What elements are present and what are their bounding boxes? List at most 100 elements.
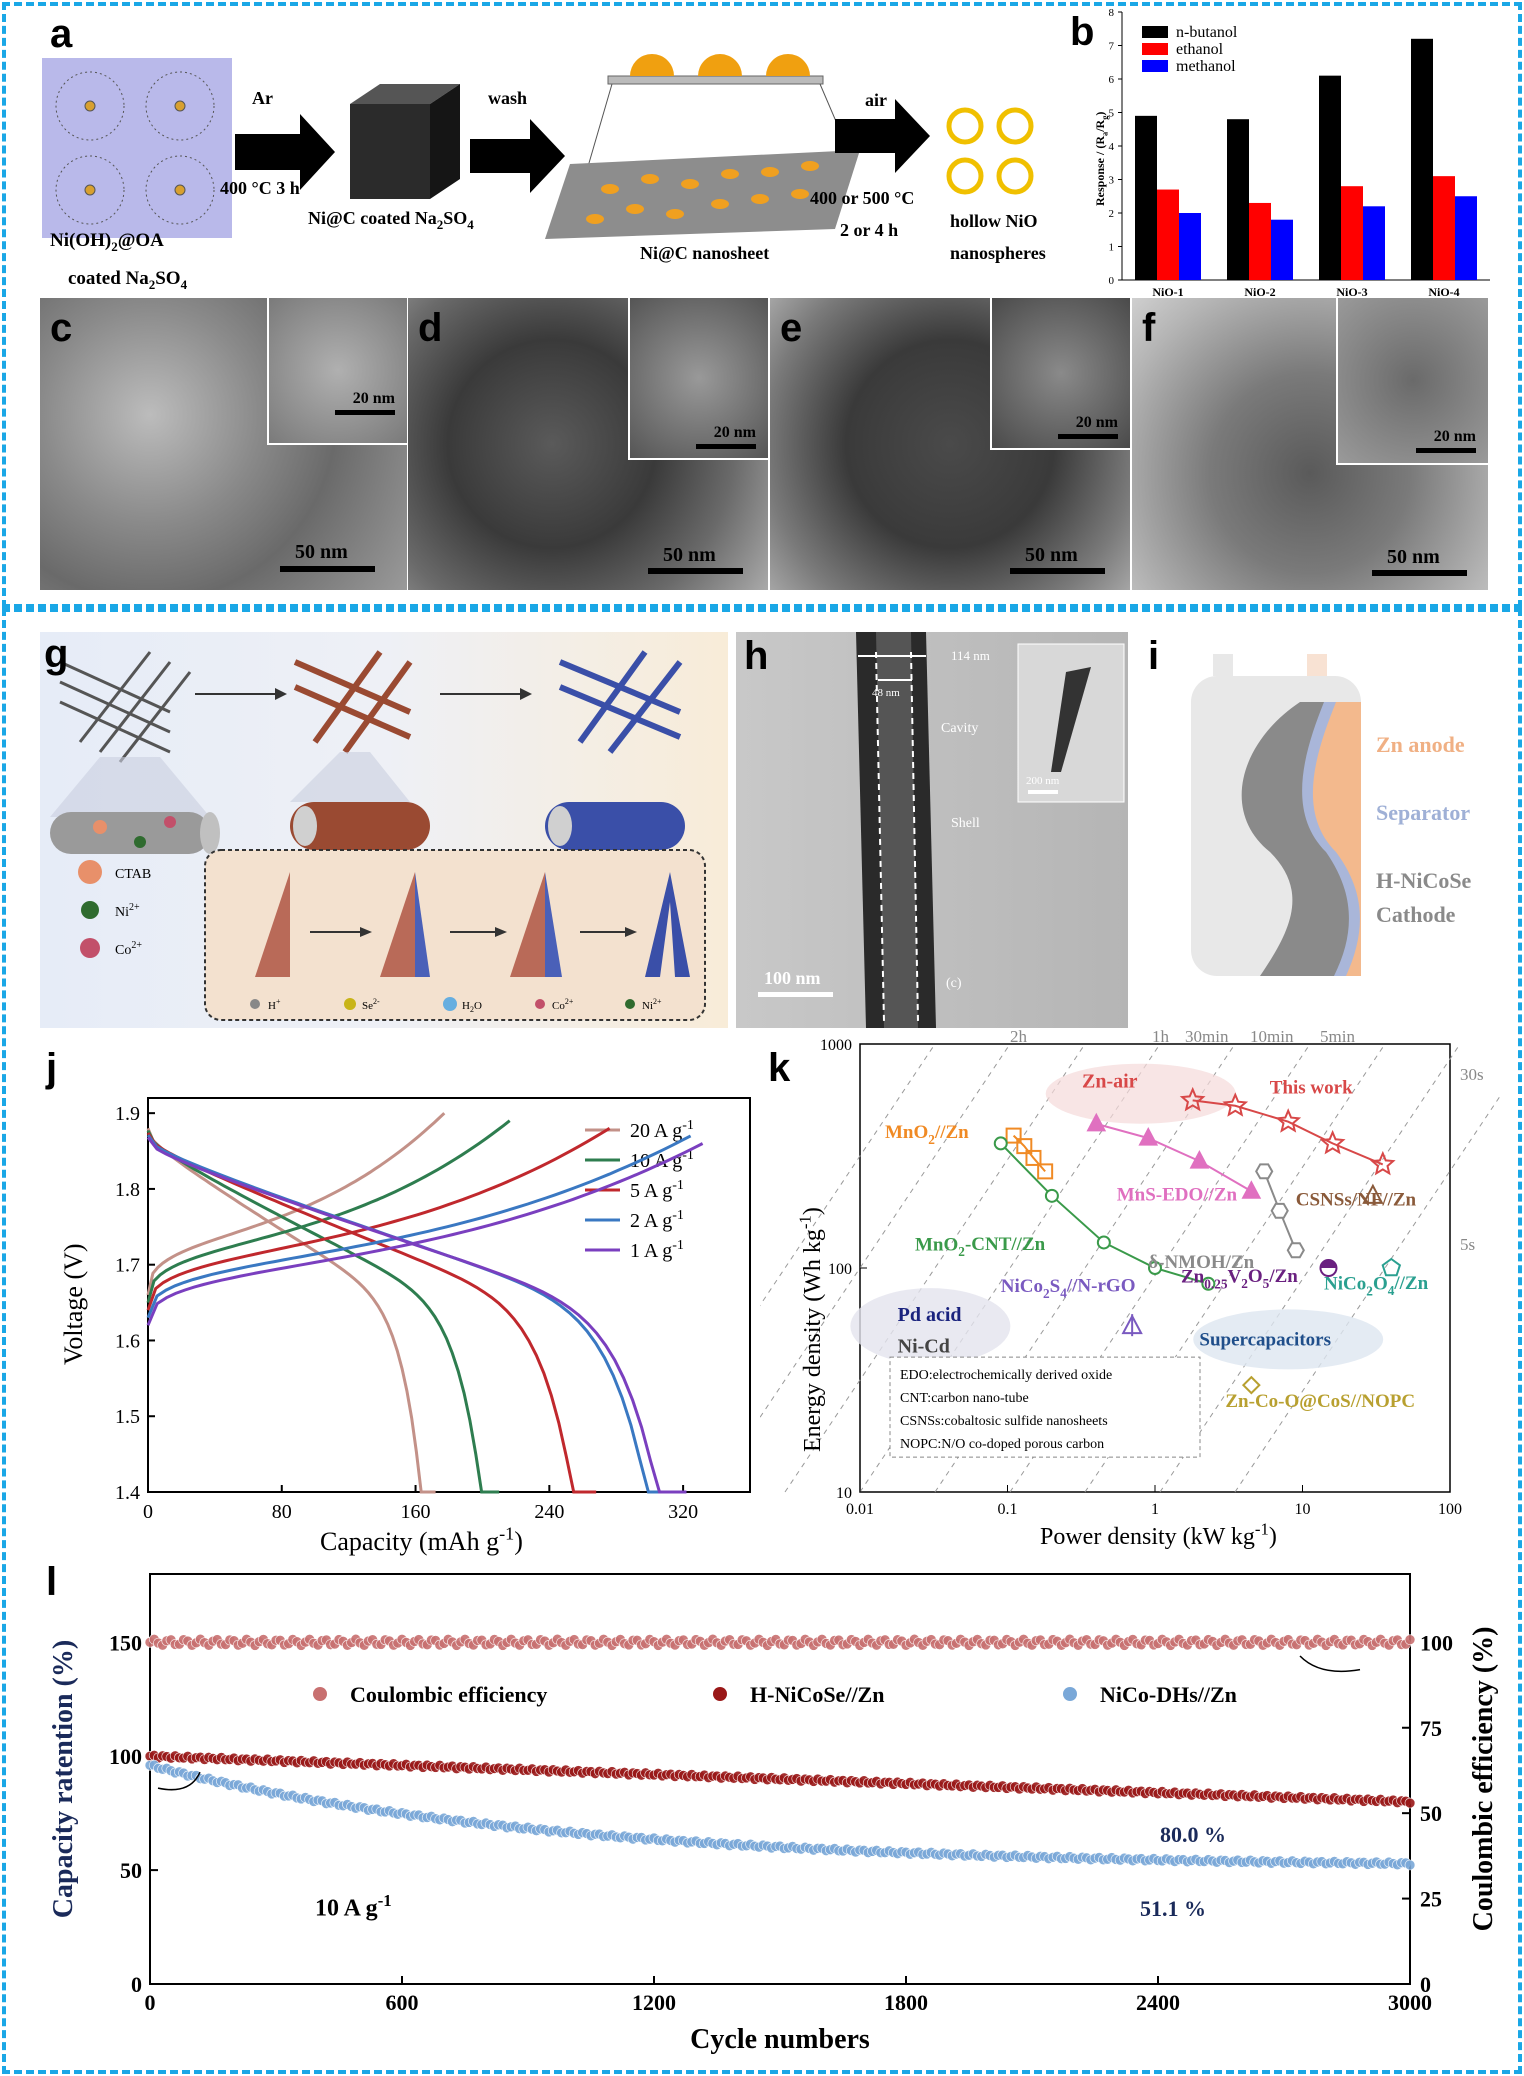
k-ytick-label: 1000 [820, 1037, 852, 1054]
b-ytick-label: 5 [1109, 108, 1115, 120]
l-ytick-left-label: 0 [131, 1972, 142, 1997]
j-ytick-label: 1.9 [115, 1103, 140, 1125]
cone-2 [380, 872, 415, 977]
l-xtick-label: 2400 [1136, 1990, 1180, 2015]
k-time-label: 2h [1010, 1030, 1028, 1046]
mesh-3 [558, 650, 683, 754]
l-ytick-left-label: 150 [109, 1630, 142, 1655]
micelle-icons [55, 71, 215, 225]
layer-cathode [1241, 702, 1349, 976]
l-legend-label: Coulombic efficiency [350, 1682, 547, 1707]
arrow3-bottom1: 400 or 500 °C [810, 188, 914, 208]
chart-j: 0 80 160 240 320 1.4 1.5 1.6 1.7 1.8 1.9 Capacity (… [59, 1097, 751, 1556]
legend-ctab-dot [78, 860, 102, 884]
j-xlabel: Capacity (mAh g-1) [320, 1524, 523, 1556]
legend-ni-dot [81, 901, 99, 919]
mesh-1 [59, 651, 192, 763]
arrow1-bottom: 400 °C 3 h [220, 178, 300, 198]
legend-ni: Ni2+ [115, 902, 140, 920]
b-xtick-label: NiO-4 [1428, 285, 1459, 299]
nanosheet [545, 150, 860, 239]
chart-l: 0 600 1200 1800 2400 30000501001500255075100C… [48, 1573, 1499, 2055]
k-region-znair [1045, 1063, 1236, 1124]
inset-scale-text-e: 20 nm [1075, 414, 1118, 431]
label-b: b [1070, 10, 1095, 54]
m-arrowhead-1 [360, 927, 372, 937]
panel-a: Ni(OH)2@OA coated Na2SO4 Ar 400 °C 3 h N… [30, 14, 1090, 294]
k-series-label: MnS-EDO//Zn [1117, 1185, 1238, 1206]
fiber-2-end [293, 806, 317, 846]
label-a: a [50, 14, 73, 56]
k-point [1241, 1375, 1261, 1395]
b-bar [1179, 213, 1201, 280]
j-legend-label: 10 A g-1 [630, 1148, 694, 1172]
l-ytick-right-label: 100 [1420, 1630, 1453, 1655]
k-point [1096, 1235, 1111, 1250]
l-legend-label: H-NiCoSe//Zn [750, 1682, 884, 1707]
l-ytick-left-label: 100 [109, 1744, 142, 1769]
l-legend-dot [713, 1687, 727, 1701]
k-xlabel: Power density (kW kg-1) [1040, 1519, 1277, 1550]
k-ytick-label: 10 [836, 1485, 852, 1502]
ion-ni: Ni2+ [642, 997, 662, 1012]
l-legend-label: NiCo-DHs//Zn [1100, 1682, 1237, 1707]
l-ylabel-left: Capacity ratention (%) [48, 1640, 79, 1918]
l-ytick-right-label: 0 [1420, 1972, 1431, 1997]
l-arrow-left [157, 1771, 201, 1791]
l-xtick-label: 0 [145, 1990, 156, 2015]
b-ytick-label: 3 [1109, 175, 1115, 187]
marker-text: (c) [946, 976, 962, 991]
b-bar [1271, 219, 1293, 280]
label-c: c [50, 306, 73, 350]
cavity-text: Cavity [941, 721, 978, 736]
j-charge-curve [146, 1127, 611, 1311]
l-arrow-right [1299, 1655, 1361, 1673]
fiber-dot-1 [93, 820, 107, 834]
inset-c [267, 298, 407, 445]
label-k: k [768, 1046, 791, 1090]
b-legend-label: n-butanol [1176, 24, 1238, 41]
k-time-label: 5s [1460, 1235, 1475, 1254]
b-xtick-label: NiO-1 [1152, 285, 1183, 299]
shell-text: Shell [951, 816, 980, 831]
l-legend-dot [1063, 1687, 1077, 1701]
ion-se: Se2- [362, 997, 380, 1012]
k-point [1362, 1183, 1384, 1204]
l-legend-dot [313, 1687, 327, 1701]
k-note: CNT:carbon nano-tube [900, 1391, 1029, 1406]
b-bar [1411, 38, 1433, 280]
panel-e: 20 nm 50 nm e [770, 298, 1130, 590]
j-xtick-label: 320 [668, 1501, 698, 1523]
h-scale-text: 100 nm [764, 968, 821, 988]
k-time-label: 30s [1460, 1065, 1484, 1084]
fiber-1-end [200, 812, 220, 854]
k-series-label: NiCo2S4//N-rGO [1001, 1276, 1136, 1301]
h-inset-scale-text: 200 nm [1026, 775, 1060, 787]
ion-se-dot [344, 998, 356, 1010]
k-series-label: MnO2-CNT//Zn [915, 1234, 1046, 1259]
k-series-label: MnO2//Zn [885, 1122, 969, 1147]
k-point [1319, 1129, 1346, 1155]
cone-3 [510, 872, 545, 977]
k-xtick-label: 0.01 [846, 1501, 874, 1518]
l-condition: 10 A g-1 [315, 1891, 392, 1922]
l-xtick-label: 600 [386, 1990, 419, 2015]
inset-scale-d [696, 444, 756, 449]
k-point [1138, 1127, 1159, 1146]
k-xtick-label: 1 [1151, 1501, 1159, 1518]
arrow2-top: wash [488, 88, 527, 108]
b-legend-swatch [1142, 43, 1168, 55]
chart-b: 0 1 2 3 4 5 6 7 8 NiO-1 NiO-2 NiO-3 NiO-4 Response / … [1093, 7, 1490, 299]
l-end-label: 51.1 % [1140, 1896, 1206, 1921]
l-point [1404, 1797, 1416, 1809]
inset-f [1336, 298, 1488, 465]
l-xtick-label: 1800 [884, 1990, 928, 2015]
scale-f [1372, 570, 1467, 576]
k-point [1381, 1257, 1402, 1277]
j-xtick-label: 240 [534, 1501, 564, 1523]
j-ytick-label: 1.6 [115, 1330, 140, 1352]
label-f: f [1142, 306, 1156, 350]
k-note: NOPC:N/O co-doped porous carbon [900, 1437, 1104, 1452]
k-point [1121, 1314, 1143, 1335]
terminal-2 [1307, 654, 1327, 676]
